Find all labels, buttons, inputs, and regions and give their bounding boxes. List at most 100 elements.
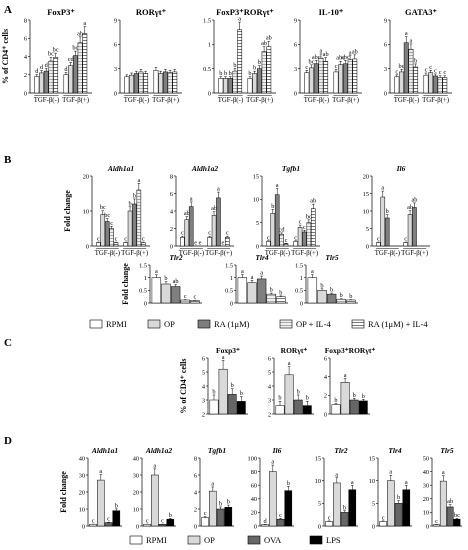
bar-rpmi: [304, 72, 310, 94]
significance-letter: b: [270, 287, 273, 294]
bar-lps: [453, 518, 461, 527]
y-tick-label: 1: [144, 275, 147, 282]
y-axis-label: Fold change: [121, 263, 130, 305]
significance-letter: b: [320, 282, 323, 289]
y-tick-label: 8: [194, 455, 197, 462]
y-tick-label: 2: [324, 393, 327, 400]
significance-letter: d: [45, 62, 49, 69]
bar-op: [399, 71, 404, 94]
y-tick-label: 0: [294, 90, 297, 97]
bar-ra: [133, 73, 139, 94]
y-tick-label: 0: [24, 90, 27, 97]
bar-op-il4: [279, 234, 284, 247]
significance-letter: b: [219, 70, 222, 77]
y-tick-label: 80: [251, 469, 257, 476]
significance-letter: c: [305, 64, 308, 71]
y-tick-label: 15: [363, 191, 369, 198]
bar-op-il4: [318, 57, 324, 94]
group-label: TGF-β(-): [124, 97, 149, 104]
legend-label: OP: [164, 319, 175, 329]
bar-ova: [216, 508, 225, 527]
significance-letter: c: [161, 518, 164, 525]
significance-letter: ab: [310, 198, 316, 205]
y-tick-label: 60: [251, 483, 257, 490]
significance-letter: c: [124, 236, 127, 243]
y-tick-label: 20: [251, 510, 257, 517]
y-tick-label: 4: [24, 54, 28, 61]
group-label: TGF-β(-): [304, 97, 329, 104]
significance-letter: bc: [72, 45, 78, 52]
bar-op: [161, 283, 171, 304]
significance-letter: c: [435, 518, 438, 525]
bar-rpmi: [151, 277, 162, 304]
y-axis-label: Fold change: [59, 471, 68, 513]
bar-ra: [256, 278, 267, 304]
significance-letter: b: [343, 504, 346, 511]
bar-ova: [349, 399, 359, 415]
significance-letter: c: [279, 512, 282, 519]
group-label: TGF-β(-): [218, 97, 243, 104]
significance-letter: b: [164, 275, 167, 282]
significance-letter: c: [285, 237, 288, 244]
bar-ra: [162, 71, 168, 94]
significance-letter: d: [40, 64, 44, 71]
bar-ra-il4: [143, 73, 149, 94]
y-tick-label: 30: [79, 472, 85, 479]
legend-label: RA (1μM) + IL-4: [368, 319, 428, 329]
significance-letter: b: [115, 502, 118, 509]
bar-op: [129, 74, 134, 94]
bar-rpmi: [207, 237, 212, 247]
bar-rpmi: [325, 521, 333, 527]
significance-letter: ab: [352, 48, 358, 55]
bar-op: [284, 374, 294, 415]
bar-ra: [384, 217, 390, 247]
legends-layer: RPMI OP RA (1μM) OP + IL-4 RA (1μM) + IL-4 RP…: [89, 319, 428, 545]
significance-letter: c: [208, 230, 211, 237]
panel-label-b: B: [4, 154, 12, 166]
bar-rpmi: [123, 242, 128, 247]
y-tick-label: 0: [366, 243, 369, 250]
bar-op-il4: [266, 293, 276, 304]
significance-letter: b: [229, 70, 232, 77]
bar-rpmi: [96, 242, 101, 247]
significance-letter: cd: [279, 226, 286, 233]
y-tick-label: 10: [315, 478, 321, 485]
y-tick-label: 2: [170, 226, 173, 233]
group-label: TGF-β(+): [205, 250, 232, 257]
y-tick-label: 10: [253, 197, 259, 204]
significance-letter: c: [115, 236, 118, 243]
significance-letter: c: [110, 220, 113, 227]
chart-title: RORγt⁺: [281, 346, 308, 355]
bar-op-il4: [77, 42, 83, 94]
legend-swatch: [129, 535, 143, 545]
significance-letter: a: [335, 471, 338, 478]
bar-op: [100, 214, 106, 247]
y-tick-label: 0: [372, 523, 375, 530]
y-tick-label: 0: [230, 300, 233, 307]
significance-letter: c: [294, 234, 297, 241]
significance-letter: b: [287, 480, 290, 487]
y-tick-label: 20: [79, 489, 85, 496]
y-tick-label: 15: [315, 455, 321, 462]
bar-op: [338, 64, 344, 94]
significance-letter: a: [238, 16, 241, 23]
bar-ra: [412, 207, 417, 247]
y-tick-label: 1: [230, 275, 233, 282]
y-axis-label: % of CD4⁺ cells: [1, 29, 10, 84]
y-tick-label: 40: [133, 455, 139, 462]
y-tick-label: 3: [384, 66, 387, 73]
bar-op: [309, 67, 314, 94]
significance-letter: a: [381, 185, 384, 192]
significance-letter: c: [267, 234, 270, 241]
bar-op: [270, 213, 276, 247]
y-tick-label: 4: [324, 374, 328, 381]
legend-label: LPS: [326, 535, 341, 545]
significance-letter: c: [184, 293, 187, 300]
chart-d6: Tlr4 0 5 10 15 c a b a: [369, 446, 412, 530]
group-label: TGF-β(-): [34, 97, 59, 104]
y-tick-label: 40: [251, 496, 257, 503]
